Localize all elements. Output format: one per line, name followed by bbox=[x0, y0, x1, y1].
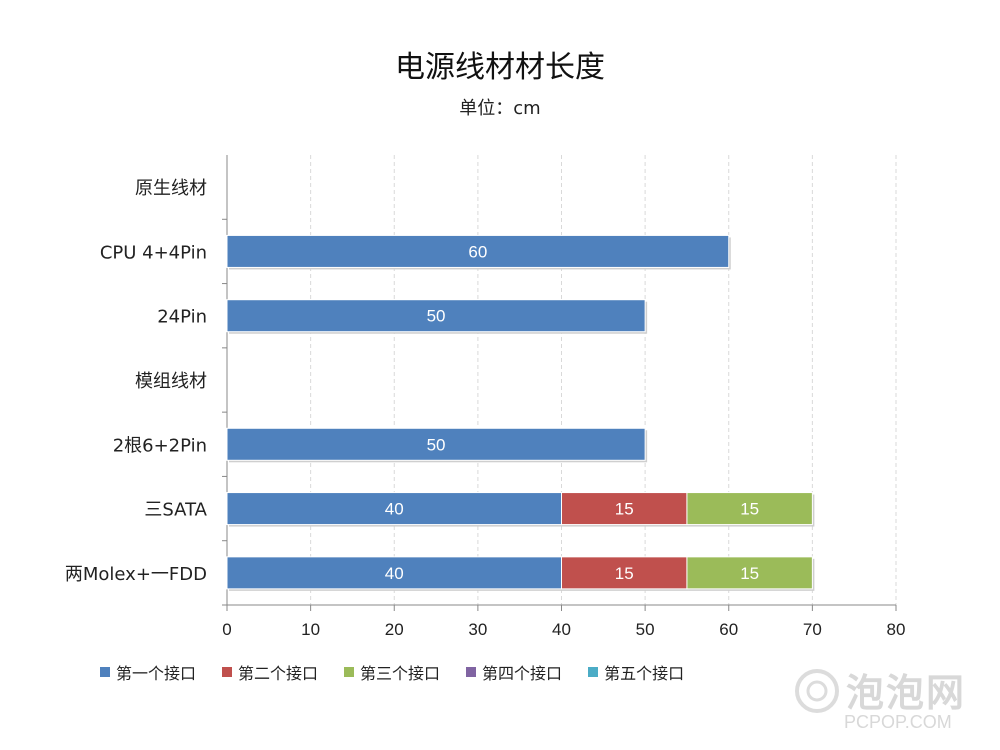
watermark-subtext: PCPOP.COM bbox=[844, 712, 952, 732]
y-category-label: 三SATA bbox=[144, 500, 207, 521]
y-category-label: 2根6+2Pin bbox=[113, 435, 207, 456]
x-tick-label: 30 bbox=[468, 620, 487, 639]
y-category-label: 24Pin bbox=[157, 307, 207, 328]
x-tick-label: 50 bbox=[636, 620, 655, 639]
bar-data-label: 15 bbox=[615, 564, 634, 583]
chart-title: 电源线材材长度 bbox=[395, 50, 605, 85]
y-category-label: CPU 4+4Pin bbox=[100, 242, 207, 263]
bar-data-label: 15 bbox=[615, 500, 634, 519]
legend-label: 第一个接口 bbox=[116, 664, 197, 683]
x-tick-label: 40 bbox=[552, 620, 571, 639]
bar-data-label: 40 bbox=[385, 564, 404, 583]
x-tick-label: 0 bbox=[222, 620, 231, 639]
bar bbox=[226, 427, 646, 461]
legend-swatch bbox=[466, 667, 477, 677]
legend-item: 第三个接口 bbox=[344, 660, 440, 684]
legend-swatch bbox=[588, 667, 599, 677]
bar bbox=[561, 492, 688, 526]
legend-swatch bbox=[222, 667, 233, 677]
y-category-label: 原生线材 bbox=[135, 178, 207, 199]
x-tick-label: 20 bbox=[385, 620, 404, 639]
bar bbox=[226, 492, 562, 526]
x-tick-label: 70 bbox=[803, 620, 822, 639]
bar-data-label: 50 bbox=[427, 435, 446, 454]
bar bbox=[226, 299, 646, 333]
legend-swatch bbox=[344, 667, 355, 677]
legend-label: 第四个接口 bbox=[482, 664, 563, 683]
bar bbox=[561, 556, 688, 590]
legend-label: 第三个接口 bbox=[360, 664, 441, 683]
legend-swatch bbox=[100, 667, 110, 677]
chart-legend: 第一个接口 第二个接口 第三个接口 第四个接口 第五个接口 bbox=[100, 660, 684, 684]
legend-item: 第四个接口 bbox=[466, 660, 562, 684]
legend-label: 第二个接口 bbox=[238, 664, 319, 683]
watermark-text: 泡泡网 bbox=[846, 671, 967, 715]
x-tick-label: 10 bbox=[301, 620, 320, 639]
chart-subtitle: 单位：cm bbox=[459, 98, 541, 119]
y-category-label: 模组线材 bbox=[135, 371, 207, 392]
legend-label: 第五个接口 bbox=[604, 664, 685, 683]
bar-data-label: 60 bbox=[468, 242, 487, 261]
bar-data-label: 15 bbox=[740, 500, 759, 519]
bar-data-label: 40 bbox=[385, 500, 404, 519]
legend-item: 第五个接口 bbox=[588, 660, 684, 684]
pcpop-logo-icon bbox=[795, 669, 839, 713]
bar bbox=[226, 234, 730, 268]
bar bbox=[226, 556, 562, 590]
y-category-label: 两Molex+一FDD bbox=[65, 564, 207, 585]
bar-data-label: 15 bbox=[740, 564, 759, 583]
x-tick-label: 80 bbox=[887, 620, 906, 639]
watermark: 泡泡网 PCPOP.COM bbox=[790, 662, 990, 742]
legend-item: 第二个接口 bbox=[222, 660, 318, 684]
bar bbox=[686, 492, 813, 526]
bar bbox=[686, 556, 813, 590]
bar-data-label: 50 bbox=[427, 307, 446, 326]
legend-item: 第一个接口 bbox=[100, 660, 196, 684]
x-tick-label: 60 bbox=[719, 620, 738, 639]
